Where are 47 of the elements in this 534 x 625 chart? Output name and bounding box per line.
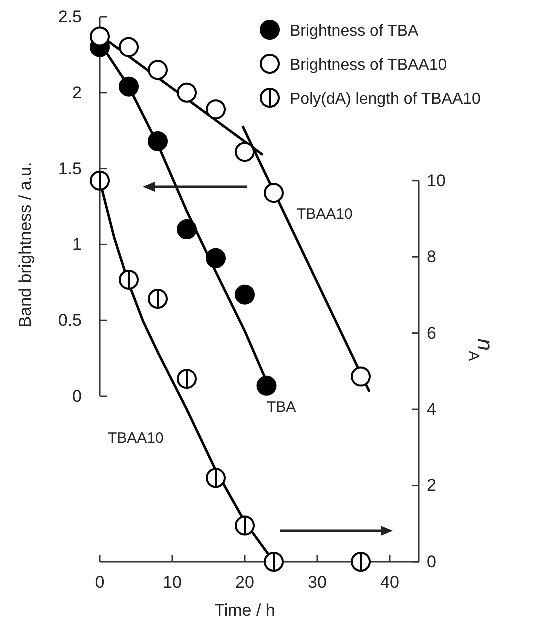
point (351, 552, 371, 572)
point (177, 82, 197, 103)
point (177, 369, 197, 390)
point (90, 170, 110, 191)
point (119, 37, 139, 58)
y-tick-label: 2.5 (58, 7, 82, 26)
y-tick-label: 2 (72, 83, 82, 102)
point (148, 289, 168, 310)
y-tick-label: 0.5 (58, 311, 82, 330)
point (235, 516, 255, 536)
y-tick-label: 0 (72, 386, 82, 406)
point (148, 60, 168, 80)
point (264, 183, 284, 204)
y2-tick-label: 0 (427, 552, 436, 572)
point (177, 220, 197, 240)
annotation: TBA (267, 399, 296, 416)
point (235, 284, 255, 305)
x-tick-label: 20 (236, 573, 254, 592)
y-tick-label: 1 (72, 235, 82, 254)
y2-tick-label: 2 (427, 476, 436, 496)
legend-label: Brightness of TBAA10 (290, 57, 448, 74)
point (206, 248, 226, 268)
y2-tick-label: 8 (427, 248, 436, 267)
y-axis-title: Band brightness / a.u. (16, 162, 35, 328)
x-tick-label: 30 (308, 573, 327, 592)
point (119, 270, 139, 290)
y2-tick-label: 6 (427, 324, 436, 343)
x-tick-label: 40 (380, 573, 400, 592)
x-tick-label: 10 (163, 573, 182, 592)
legend-label: Poly(dA) length of TBAA10 (290, 91, 482, 108)
annotation: TBAA10 (108, 430, 164, 447)
x-axis-title: Time / h (214, 601, 276, 620)
y2-tick-label: 10 (427, 171, 446, 190)
point (206, 468, 226, 488)
point (351, 366, 371, 387)
legend-label: Brightness of TBA (290, 23, 419, 40)
x-tick-label: 0 (95, 573, 105, 592)
y-tick-label: 1.5 (58, 159, 82, 178)
point (90, 26, 110, 47)
point (148, 131, 168, 152)
point (264, 552, 284, 572)
y2-tick-label: 4 (427, 400, 436, 419)
point (235, 142, 255, 162)
point (206, 100, 226, 120)
annotation: TBAA10 (297, 206, 353, 223)
point (256, 376, 277, 396)
point (119, 76, 139, 97)
